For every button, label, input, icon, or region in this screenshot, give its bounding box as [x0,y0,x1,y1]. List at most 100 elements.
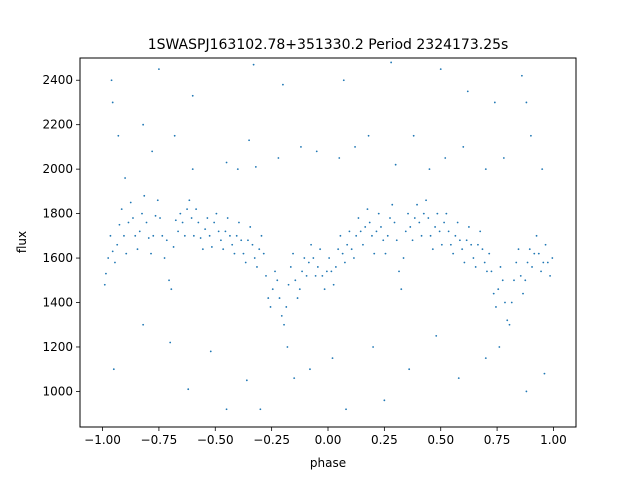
data-point [456,221,459,224]
data-point [225,161,228,164]
data-point [183,234,186,237]
data-point [540,270,542,273]
chart-title: 1SWASPJ163102.78+351330.2 Period 2324173… [148,37,509,53]
data-point [226,217,229,219]
data-point [461,248,464,251]
data-point [338,157,341,159]
data-point [278,297,281,299]
data-point [389,217,391,219]
data-point [546,261,549,264]
data-point [409,226,412,228]
x-tick-label: −0.50 [197,433,234,447]
data-point [192,234,195,237]
x-axis-label: phase [310,456,346,470]
data-point [169,341,172,344]
data-point [533,252,536,255]
data-point [436,212,439,215]
data-point [127,221,130,224]
data-point [251,243,254,246]
data-point [123,234,125,237]
data-point [431,248,434,251]
data-point [209,350,212,353]
data-point [355,234,358,237]
data-point [307,261,310,264]
y-axis-ticks: 1000 1200 1400 1600 1800 2000 2200 2400 [42,73,80,398]
data-point [328,257,331,259]
data-point [316,266,319,268]
data-point [292,252,294,255]
data-point [114,261,116,264]
data-point [382,239,385,242]
data-point [170,288,173,291]
y-tick-label: 1200 [42,340,73,354]
data-point [118,223,121,226]
data-point [253,257,256,259]
data-point [493,101,496,104]
data-point [435,334,438,337]
data-point [391,203,394,206]
data-point [443,221,446,224]
data-point [462,146,465,148]
data-point [395,239,398,242]
data-point [312,257,315,259]
y-tick-label: 2400 [42,73,73,87]
data-point [445,212,448,215]
data-point [386,234,389,237]
data-point [172,246,175,248]
data-point [416,203,418,206]
data-point [394,163,397,166]
data-point [525,101,528,104]
data-point [277,157,280,159]
data-point [286,346,289,348]
data-point [276,279,279,282]
data-point [353,257,355,259]
data-point [477,243,479,246]
data-point [259,408,262,411]
data-point [258,248,261,251]
data-point [535,234,538,237]
data-point [519,274,522,277]
data-point [173,134,176,137]
x-tick-label: −0.25 [253,433,290,447]
data-point [422,212,425,215]
data-point [400,288,403,291]
data-point [438,230,441,233]
data-point [543,372,546,375]
data-point [174,219,177,222]
data-point [474,266,477,268]
data-point [190,217,193,219]
data-point [375,230,378,233]
data-point [112,368,115,371]
data-point [136,248,139,251]
data-point [265,274,267,277]
data-point [484,357,487,359]
data-point [526,261,529,264]
data-point [165,239,168,242]
data-point [303,257,306,259]
data-point [531,266,533,268]
data-point [429,234,432,237]
data-point [141,212,143,215]
data-point [537,252,540,255]
data-point [206,217,209,219]
data-point [225,408,228,411]
data-point [283,323,285,326]
data-point [109,234,112,237]
data-point [439,68,442,71]
data-point [380,226,382,228]
data-point [197,221,200,224]
data-point [143,194,146,197]
data-point [323,288,326,291]
data-point [267,297,270,299]
data-point [213,221,216,224]
data-point [542,261,545,264]
data-point [289,266,292,268]
data-point [492,292,495,295]
data-point [501,279,504,282]
data-point [204,228,207,231]
data-point [254,166,257,168]
x-tick-label: 0.00 [315,433,342,447]
data-point [191,168,194,171]
data-point [530,134,532,137]
data-point [107,257,110,259]
